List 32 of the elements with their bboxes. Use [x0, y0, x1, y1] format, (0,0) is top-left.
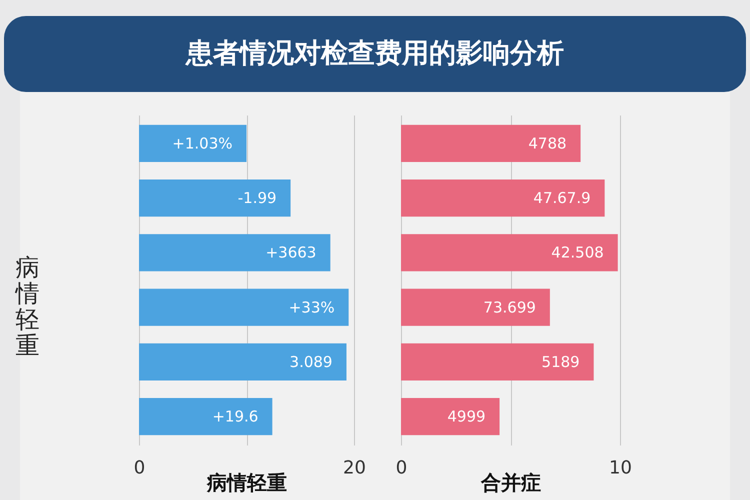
chart-title: 患者情况对检查费用的影响分析	[4, 16, 746, 92]
annotation: 5189	[542, 352, 580, 371]
bar	[401, 288, 550, 326]
x-axis-title: 病情轻重	[206, 470, 287, 494]
annotation: +33%	[288, 298, 335, 316]
annotation: 42.508	[551, 244, 604, 262]
x-tick-label: 10	[609, 458, 632, 478]
bar	[139, 398, 272, 436]
annotation: 47.67.9	[533, 189, 591, 208]
bar	[139, 179, 291, 217]
annotation: 73.699	[483, 298, 536, 316]
annotation: +19.6	[212, 408, 258, 426]
bar	[139, 343, 346, 381]
y-axis-title: 病情轻重	[14, 254, 40, 360]
annotation: -1.99	[238, 189, 277, 208]
x-tick-label: 0	[396, 458, 408, 478]
x-tick-label: 0	[134, 458, 146, 478]
bar	[139, 234, 330, 272]
x-axis-title: 合并症	[480, 470, 541, 494]
bar	[401, 398, 500, 436]
bar	[401, 343, 594, 381]
bar	[139, 124, 246, 162]
x-tick-label: 20	[343, 458, 366, 478]
bar	[401, 234, 618, 272]
annotation: +1.03%	[172, 134, 232, 152]
annotation: +3663	[266, 244, 316, 262]
annotation: 4999	[447, 408, 486, 426]
bar	[401, 179, 605, 217]
bar	[139, 288, 349, 326]
annotation: 3.089	[290, 352, 332, 371]
bar	[401, 124, 581, 162]
annotation: 4788	[528, 134, 567, 152]
